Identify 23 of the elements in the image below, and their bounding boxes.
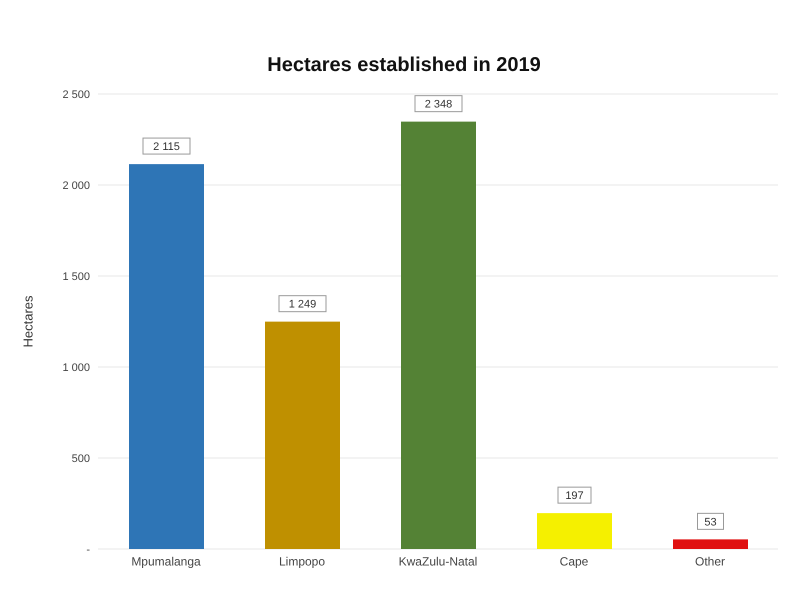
y-tick-label: - [86, 544, 90, 556]
bar [401, 122, 476, 549]
data-label: 2 115 [153, 141, 180, 154]
bar [265, 322, 340, 549]
x-tick-label: Other [694, 554, 726, 569]
y-tick-label: 1 000 [62, 362, 90, 374]
data-label: 53 [704, 516, 717, 528]
bar [129, 164, 204, 549]
x-tick-label: Cape [560, 554, 589, 569]
x-tick-label: Mpumalanga [131, 554, 202, 569]
chart-title: Hectares established in 2019 [266, 53, 542, 78]
data-label: 1 249 [288, 298, 316, 311]
data-label: 2 348 [424, 98, 452, 111]
bar [673, 539, 748, 549]
y-axis-title: Hectares [20, 294, 36, 348]
y-tick-label: 500 [72, 452, 90, 465]
y-tick-label: 1 500 [62, 270, 90, 283]
y-tick-label: 2 500 [62, 88, 90, 101]
bar [537, 513, 612, 549]
x-tick-label: Limpopo [278, 554, 326, 569]
data-label: 197 [565, 490, 584, 502]
y-tick-label: 2 000 [62, 180, 90, 192]
x-tick-label: KwaZulu-Natal [398, 554, 478, 569]
